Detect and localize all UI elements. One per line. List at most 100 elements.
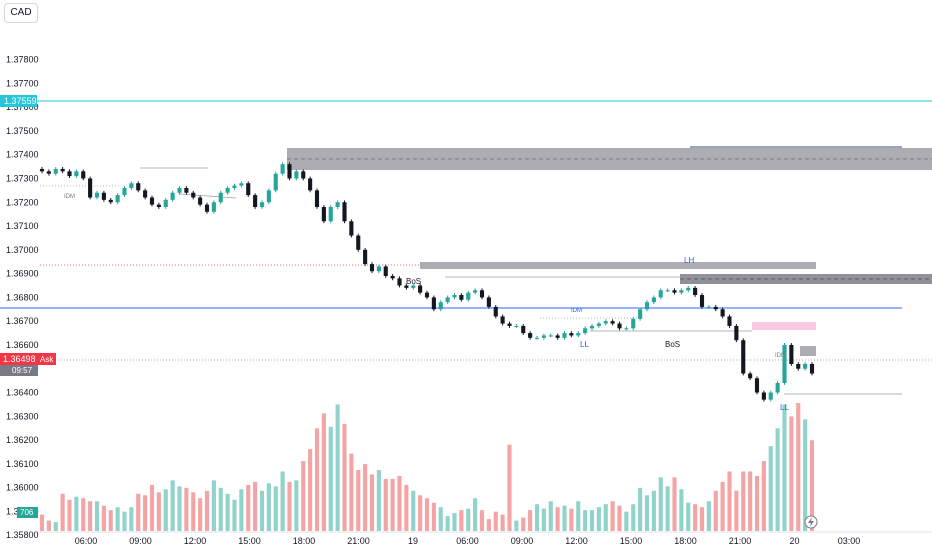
price-tick-label: 1.37800 [6,55,39,65]
candle-body [493,306,498,317]
candle-body [259,202,265,208]
candle-body [445,297,450,303]
volume-bar [438,507,443,531]
candle-body [699,295,705,307]
candle-body [713,306,718,310]
volume-bar [273,486,278,531]
candle-body [686,287,691,291]
price-axis[interactable]: 1.37800 1.37700 1.37600 1.37500 1.37400 1.373… [6,55,39,541]
volume-bar [204,490,210,531]
candle-body [294,171,299,179]
candle-body [94,192,100,198]
price-tick-label: 1.37400 [6,150,39,160]
candle-body [67,171,72,177]
zones-layer [0,100,932,395]
volume-bar [53,522,58,531]
price-tick-label: 1.37300 [6,173,39,183]
lightning-icon[interactable] [804,515,818,529]
volume-bar [679,489,684,531]
candle-body [129,183,134,188]
cyan-level-badge[interactable] [0,95,37,107]
idm-label-left: IDM [64,194,75,200]
volume-bar [115,507,120,531]
volume-bar [466,508,471,531]
volume-bar [266,483,271,531]
volume-bar [686,502,691,531]
volume-bar [445,516,450,531]
volume-bar [321,413,326,531]
candle-body [74,171,79,177]
candle-body [46,171,51,174]
candle-body [803,363,808,369]
volume-bar [507,444,512,531]
range-line-left [179,193,237,199]
candle-body [115,195,120,203]
candle-body [679,290,684,293]
price-tick-label: 1.37700 [6,78,39,88]
candle-body [246,183,251,196]
volume-bar [459,510,464,531]
candle-body [204,204,210,212]
candle-body [796,363,801,369]
volume-bar [644,495,650,531]
candle-body [156,204,161,208]
candle-body [356,235,361,250]
volume-bar [225,493,230,531]
candle-body [479,290,485,298]
candle-body [177,187,182,193]
volume-bar [596,507,601,531]
ask-price-value: 1.36498 [3,354,36,364]
candle-body [775,383,780,393]
volume-bar [610,501,615,531]
ask-price-badge[interactable] [0,353,56,365]
candle-body [191,192,196,198]
volume-bar [734,490,739,531]
time-tick-label: 21:00 [347,536,370,546]
volume-bar [404,484,409,531]
price-tick-label: 1.37600 [6,102,39,112]
candle-body [163,199,168,208]
volume-bar [534,504,540,531]
volume-bar [500,514,505,531]
volume-bar [741,471,746,531]
candle-body [651,297,656,303]
price-tick-label: 1.36600 [6,340,39,350]
volume-bar [149,484,155,531]
candle-body [390,275,395,279]
bos-label-right: BoS [665,340,680,349]
candle-body [287,164,292,179]
candle-body [170,192,175,200]
price-tick-label: 1.36100 [6,459,39,469]
volume-bar [638,487,643,531]
bos-zone[interactable] [420,262,816,269]
time-axis[interactable]: 06:00 09:00 12:00 15:00 18:00 21:00 19 06:00 09:… [40,531,932,546]
price-tick-label: 1.37500 [6,126,39,136]
volume-bar [81,498,86,531]
candle-body [562,333,567,338]
candle-body [768,392,773,400]
time-tick-label: 20 [789,536,799,546]
countdown-badge [0,365,38,376]
candle-body [782,344,787,384]
pink-zone[interactable] [752,322,816,330]
candle-body [589,325,595,329]
volume-bar [699,507,705,531]
candle-body [754,378,760,393]
candle-body [418,285,423,293]
volume-bar [246,484,251,531]
candle-body [253,195,258,208]
candle-body [459,295,464,300]
candle-body [541,335,546,338]
volume-bar [232,499,237,531]
candle-body [53,168,58,174]
idm-label-middle: IDM [571,308,582,314]
symbol-badge[interactable]: CAD [4,3,38,23]
volume-bar [280,471,285,531]
volume-bar [789,416,794,531]
small-grey-zone[interactable] [800,346,816,356]
candle-body [369,264,375,272]
countdown-value: 09:57 [12,366,33,375]
volume-bar [617,505,622,531]
volume-bar [88,501,93,531]
